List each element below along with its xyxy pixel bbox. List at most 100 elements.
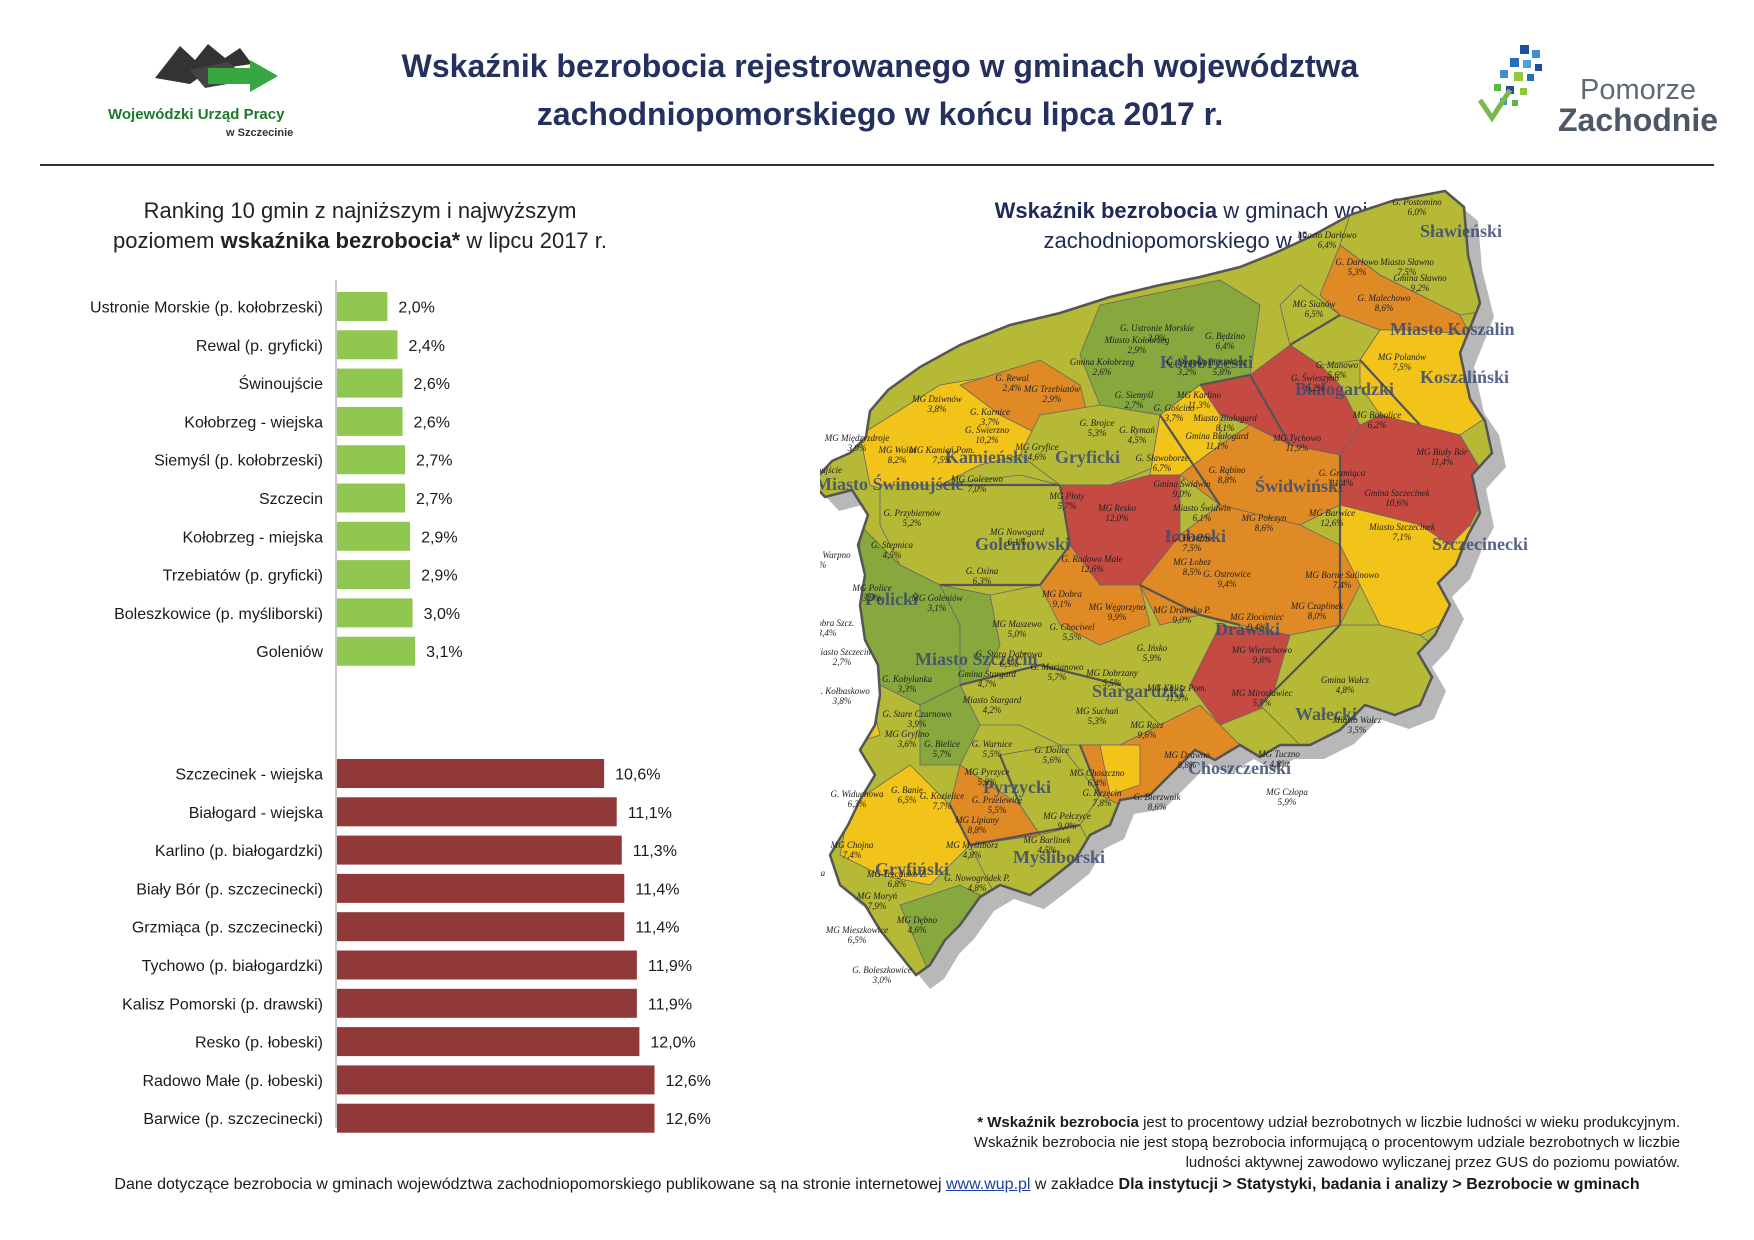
category-label: Biały Bór (p. szczecinecki) [136, 881, 323, 898]
commune-value: 5,5% [983, 749, 1002, 759]
bar-lowest [337, 292, 388, 321]
commune-name: G. Malechowo [1358, 293, 1411, 303]
commune-value: 8,6% [1255, 523, 1274, 533]
commune-value: 3,7% [1164, 413, 1184, 423]
commune-value: 9,1% [1053, 599, 1072, 609]
commune-name: MG Suchań [1075, 706, 1119, 716]
commune-value: 5,5% [1253, 698, 1272, 708]
region-choszczno [1099, 744, 1141, 796]
commune-value: 6,0% [1408, 207, 1427, 217]
data-label: 3,1% [426, 644, 462, 661]
wup-link[interactable]: www.wup.pl [946, 1176, 1031, 1193]
commune-value: 4,8% [963, 850, 982, 860]
commune-name: G. Dobra Szcz. [820, 618, 854, 628]
commune-value: 8,8% [1178, 760, 1197, 770]
footnote-line-1-rest: jest to procentowy udział bezrobotnych w… [1138, 1114, 1680, 1131]
commune-name: G. Brzeżno [1172, 533, 1212, 543]
data-label: 2,7% [416, 453, 452, 470]
commune-value: 3,9% [847, 443, 867, 453]
bar-lowest [337, 521, 411, 551]
bar-highest [337, 1065, 655, 1095]
commune-value: 5,0% [1008, 629, 1027, 639]
commune-name: MG Trzebiatów [1023, 384, 1080, 394]
data-label: 11,3% [633, 843, 677, 860]
commune-value: 11,4% [1331, 478, 1354, 488]
commune-name: G. Dygowo [1167, 357, 1208, 367]
commune-name: MG Trzcińsko Z. [866, 869, 927, 879]
data-label: 3,0% [424, 606, 460, 623]
commune-name: G. Rymań [1119, 425, 1155, 435]
commune-name: MG Mieszkowice [825, 925, 888, 935]
commune-name: G. Stare Czarnowo [883, 709, 952, 719]
commune-name: G. Stepnica [871, 540, 913, 550]
commune-value: 6,8% [888, 879, 907, 889]
commune-value: 3,4% [820, 628, 836, 638]
data-label: 2,7% [416, 491, 452, 508]
org-name: Wojewódzki Urząd Pracy [108, 106, 285, 123]
commune-value: 8,5% [1183, 567, 1202, 577]
commune-value: 4,1% [820, 560, 826, 570]
footer-path: Dla instytucji > Statystyki, badania i a… [1118, 1176, 1640, 1193]
commune-value: 3,8% [832, 696, 852, 706]
commune-value: 6,4% [1216, 341, 1235, 351]
commune-name: Miasto Świdwin [1172, 503, 1231, 513]
category-label: Barwice (p. szczecinecki) [143, 1111, 323, 1128]
commune-name: Gmina Wałcz [1321, 675, 1369, 685]
commune-name: Miasto Szczecinek [1368, 522, 1436, 532]
county-label: Drawski [1215, 619, 1280, 639]
county-border [969, 823, 1081, 847]
commune-value: 4,5% [883, 550, 902, 560]
commune-value: 2,4% [1003, 383, 1022, 393]
commune-value: 5,5% [1063, 632, 1082, 642]
commune-name: Miasto Kołobrzeg [1104, 335, 1170, 345]
commune-name: G. Krzęcin [1083, 788, 1122, 798]
commune-value: 4,7% [978, 679, 997, 689]
commune-value: 5,5% [1103, 678, 1122, 688]
county-label: Miasto Świnoujście [820, 473, 964, 494]
pomorze-zachodnie-logo: Pomorze Zachodnie [1470, 40, 1718, 140]
commune-value: 6,7% [1153, 463, 1172, 473]
county-label: Świdwiński [1255, 475, 1343, 496]
data-label: 12,6% [666, 1111, 711, 1128]
commune-name: MG Cedynia [820, 868, 826, 878]
commune-value: 7,5% [1393, 362, 1412, 372]
commune-name: G. Manowo [1316, 360, 1359, 370]
map-title-bold: Wskaźnik bezrobocia [994, 198, 1218, 223]
commune-value: 9,0% [1173, 489, 1192, 499]
footer-text-mid: w zakładce [1030, 1176, 1119, 1193]
commune-value: 2,9% [1128, 345, 1147, 355]
bar-highest [337, 835, 622, 865]
commune-name: G. Warnice [972, 739, 1013, 749]
commune-value: 4,6% [908, 925, 927, 935]
commune-value: 8,2% [888, 455, 907, 465]
commune-name: MG Barwice [1308, 508, 1355, 518]
category-label: Świnoujście [239, 374, 324, 393]
commune-value: 6,5% [1000, 659, 1019, 669]
commune-value: 9,9% [1108, 612, 1127, 622]
commune-value: 5,9% [978, 777, 997, 787]
commune-name: G. Chociwel [1050, 622, 1095, 632]
category-label: Białogard - wiejska [189, 805, 323, 822]
commune-name: MG Pełczyce [1042, 811, 1091, 821]
county-border [1199, 373, 1251, 387]
map-outline [820, 189, 1494, 977]
commune-value: 5,6% [1043, 755, 1062, 765]
commune-value: 8,0% [1308, 611, 1327, 621]
commune-name: G. Banie [891, 785, 923, 795]
commune-value: 7,4% [843, 850, 862, 860]
commune-value: 6,2% [1306, 383, 1325, 393]
commune-name: MG Dobrzany [1085, 668, 1138, 678]
commune-name: Gmina Stargard [958, 669, 1017, 679]
county-label: Myśliborski [1013, 847, 1105, 867]
commune-value: 3,2% [1177, 367, 1197, 377]
commune-name: Miasto Darłowo [1296, 230, 1357, 240]
commune-name: MG Połczyn [1241, 513, 1287, 523]
commune-name: MG Kalisz Pom. [1146, 683, 1207, 693]
commune-name: MG Złocieniec [1229, 612, 1284, 622]
commune-value: 4,8% [968, 883, 987, 893]
commune-name: Miasto Białogard [1192, 413, 1257, 423]
commune-name: MG Goleniów [910, 593, 962, 603]
commune-value: 6,5% [848, 935, 867, 945]
commune-value: 8,6% [1148, 802, 1167, 812]
commune-name: G. Kołbaskowo [820, 686, 870, 696]
